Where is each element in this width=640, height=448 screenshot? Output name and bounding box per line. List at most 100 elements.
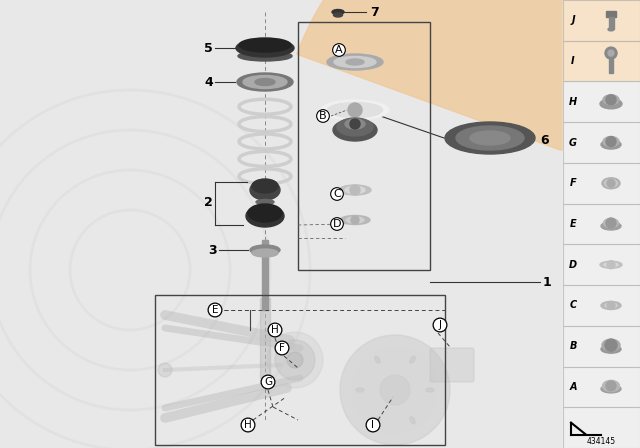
Ellipse shape — [345, 119, 365, 129]
Circle shape — [607, 261, 615, 269]
Ellipse shape — [248, 204, 282, 222]
Text: H: H — [244, 420, 252, 430]
Ellipse shape — [603, 95, 619, 105]
Bar — [563, 407, 640, 448]
Text: 3: 3 — [209, 244, 217, 257]
Text: B: B — [570, 341, 577, 351]
Text: C: C — [570, 301, 577, 310]
Circle shape — [380, 375, 410, 405]
Ellipse shape — [321, 100, 389, 120]
Ellipse shape — [346, 217, 364, 223]
Bar — [563, 0, 640, 448]
Circle shape — [351, 216, 359, 224]
Bar — [260, 298, 270, 378]
Text: D: D — [569, 260, 577, 270]
Circle shape — [608, 50, 614, 56]
Bar — [563, 244, 640, 285]
Bar — [563, 122, 640, 163]
Ellipse shape — [334, 56, 376, 68]
Bar — [563, 163, 640, 204]
Text: 1: 1 — [543, 276, 552, 289]
Bar — [563, 41, 640, 82]
Circle shape — [606, 137, 616, 146]
Bar — [563, 366, 640, 407]
Bar — [563, 0, 640, 41]
Circle shape — [287, 352, 303, 368]
Bar — [262, 240, 268, 310]
Text: 5: 5 — [204, 42, 213, 55]
Text: F: F — [570, 178, 576, 188]
Bar — [563, 285, 640, 326]
Ellipse shape — [600, 99, 622, 109]
Ellipse shape — [445, 122, 535, 154]
Bar — [609, 59, 613, 73]
Circle shape — [605, 47, 617, 59]
Ellipse shape — [333, 119, 377, 141]
Bar — [563, 204, 640, 244]
Ellipse shape — [605, 303, 617, 308]
Ellipse shape — [239, 38, 291, 52]
Circle shape — [350, 119, 360, 129]
Ellipse shape — [333, 13, 342, 17]
Text: 6: 6 — [540, 134, 548, 146]
Bar — [298, 22, 430, 270]
Ellipse shape — [604, 219, 618, 228]
Bar — [563, 326, 640, 366]
Text: 7: 7 — [370, 7, 379, 20]
Ellipse shape — [246, 205, 284, 227]
Text: A: A — [569, 382, 577, 392]
Bar — [563, 366, 640, 407]
Ellipse shape — [238, 51, 292, 61]
Text: H: H — [569, 97, 577, 107]
Circle shape — [350, 185, 360, 195]
Ellipse shape — [602, 380, 620, 392]
Ellipse shape — [250, 245, 280, 255]
Circle shape — [605, 339, 617, 351]
Ellipse shape — [601, 385, 621, 393]
Bar — [563, 204, 640, 244]
Ellipse shape — [375, 356, 380, 363]
Bar — [563, 0, 640, 41]
Text: H: H — [271, 325, 279, 335]
Ellipse shape — [337, 118, 373, 136]
Ellipse shape — [332, 9, 344, 14]
Ellipse shape — [601, 140, 621, 149]
Ellipse shape — [328, 103, 383, 117]
Ellipse shape — [256, 199, 274, 204]
Ellipse shape — [410, 417, 415, 424]
Text: E: E — [212, 305, 218, 315]
Bar — [606, 11, 616, 17]
Ellipse shape — [339, 185, 371, 195]
Text: I: I — [571, 56, 575, 66]
Bar — [563, 82, 640, 122]
Bar — [563, 244, 640, 285]
Ellipse shape — [600, 261, 622, 268]
Ellipse shape — [601, 302, 621, 310]
Circle shape — [606, 381, 616, 391]
Text: F: F — [279, 343, 285, 353]
Ellipse shape — [601, 345, 621, 353]
Bar — [563, 122, 640, 163]
Bar — [563, 0, 640, 448]
Circle shape — [352, 347, 438, 433]
Text: E: E — [570, 219, 576, 229]
Bar — [563, 407, 640, 448]
Ellipse shape — [605, 179, 618, 187]
Bar — [563, 41, 640, 82]
Text: B: B — [319, 111, 327, 121]
Ellipse shape — [601, 222, 621, 230]
Circle shape — [606, 218, 616, 228]
Ellipse shape — [470, 131, 510, 145]
Circle shape — [606, 95, 616, 105]
Ellipse shape — [410, 356, 415, 363]
Bar — [563, 163, 640, 204]
Text: A: A — [335, 45, 343, 55]
Text: 2: 2 — [204, 197, 213, 210]
Ellipse shape — [252, 249, 278, 257]
Text: J: J — [571, 15, 575, 26]
Ellipse shape — [602, 178, 620, 189]
Ellipse shape — [327, 54, 383, 70]
Ellipse shape — [250, 180, 280, 200]
Ellipse shape — [602, 339, 620, 351]
FancyBboxPatch shape — [430, 348, 474, 382]
